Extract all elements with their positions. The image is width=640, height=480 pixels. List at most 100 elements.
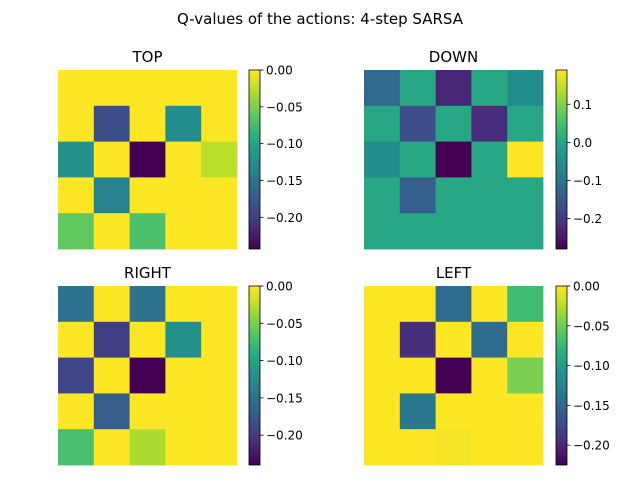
panel-title: TOP: [131, 48, 162, 66]
heatmap-cell: [471, 177, 508, 214]
colorbar-tick-label: 0.00: [573, 280, 600, 294]
heatmap-cell: [435, 357, 472, 394]
heatmap-cell: [399, 321, 436, 358]
heatmap-cell: [399, 286, 436, 323]
heatmap-cell: [93, 321, 130, 358]
colorbar-tick-label: −0.20: [266, 211, 303, 225]
heatmap-cell: [58, 141, 95, 178]
colorbar-tick-label: −0.05: [266, 100, 303, 114]
heatmap-cell: [435, 429, 472, 466]
heatmap-cell: [165, 177, 202, 214]
heatmap-cell: [471, 357, 508, 394]
heatmap-cell: [93, 286, 130, 323]
heatmap-cell: [507, 177, 544, 214]
heatmap-cell: [435, 286, 472, 323]
heatmap-cell: [507, 286, 544, 323]
heatmap-cell: [471, 321, 508, 358]
heatmap-cell: [435, 393, 472, 430]
heatmap-cell: [435, 213, 472, 250]
heatmap-cell: [58, 177, 95, 214]
heatmap-cell: [507, 213, 544, 250]
heatmap-cell: [93, 213, 130, 250]
heatmap-cell: [507, 105, 544, 142]
heatmap-cell: [129, 105, 166, 142]
heatmap-cell: [165, 321, 202, 358]
colorbar-tick-label: −0.15: [573, 399, 610, 413]
heatmap-cell: [399, 70, 436, 107]
colorbar-tick-label: 0.1: [573, 98, 592, 112]
heatmap-cell: [201, 393, 238, 430]
heatmap-cell: [129, 357, 166, 394]
heatmap-cell: [129, 141, 166, 178]
heatmap-cell: [471, 429, 508, 466]
heatmap-cell: [364, 105, 401, 142]
heatmap-cell: [507, 321, 544, 358]
colorbar-tick-label: 0.0: [573, 136, 592, 150]
heatmap-cell: [399, 213, 436, 250]
heatmap-cell: [201, 321, 238, 358]
heatmap-cell: [165, 286, 202, 323]
heatmap-cell: [201, 357, 238, 394]
heatmap-cell: [471, 105, 508, 142]
colorbar-tick-label: −0.05: [266, 317, 303, 331]
heatmap-cell: [165, 105, 202, 142]
heatmap-cell: [58, 321, 95, 358]
colorbar-tick-label: 0.00: [266, 280, 293, 294]
heatmap-cell: [399, 357, 436, 394]
heatmap-panels: TOP 0.00 −0.05 −0.10 −0.15 −0.20 DOWN 0.1 0.0 −0.…: [58, 48, 610, 466]
colorbar: [555, 285, 568, 466]
heatmap-cell: [471, 70, 508, 107]
heatmap-cell: [129, 321, 166, 358]
heatmap-cell: [507, 393, 544, 430]
colorbar-tick-label: −0.2: [573, 212, 602, 226]
heatmap-cell: [165, 70, 202, 107]
colorbar-tick-label: −0.20: [266, 429, 303, 443]
heatmap-cell: [58, 70, 95, 107]
heatmap-cell: [165, 429, 202, 466]
heatmap-cell: [364, 321, 401, 358]
heatmap-cell: [93, 177, 130, 214]
heatmap-cell: [364, 286, 401, 323]
heatmap-cell: [364, 177, 401, 214]
heatmap-cell: [201, 213, 238, 250]
panel-title: LEFT: [436, 264, 472, 282]
heatmap-cell: [93, 141, 130, 178]
heatmap-cell: [507, 70, 544, 107]
heatmap-cell: [93, 393, 130, 430]
heatmap-cell: [507, 357, 544, 394]
colorbar-tick-label: −0.15: [266, 391, 303, 405]
panel-left: LEFT 0.00 −0.05 −0.10 −0.15 −0.20: [364, 264, 610, 466]
colorbar-tick-label: −0.10: [266, 354, 303, 368]
heatmap-cell: [165, 141, 202, 178]
heatmap-cell: [58, 357, 95, 394]
heatmap-cell: [129, 213, 166, 250]
heatmap-cell: [201, 105, 238, 142]
heatmap-cell: [399, 177, 436, 214]
heatmap-cell: [399, 429, 436, 466]
heatmap-cell: [471, 213, 508, 250]
heatmap-cell: [93, 105, 130, 142]
heatmap-cell: [58, 393, 95, 430]
heatmap-cell: [201, 286, 238, 323]
heatmap-cell: [399, 141, 436, 178]
heatmap-cell: [93, 70, 130, 107]
heatmap-cell: [399, 105, 436, 142]
heatmap-cell: [435, 321, 472, 358]
panel-title: DOWN: [429, 48, 478, 66]
heatmap-cell: [364, 70, 401, 107]
colorbar: [248, 285, 261, 466]
panel-down: DOWN 0.1 0.0 −0.1 −0.2: [364, 48, 602, 250]
heatmap-cell: [201, 70, 238, 107]
heatmap-cell: [471, 141, 508, 178]
heatmap-cell: [58, 286, 95, 323]
heatmap-cell: [93, 429, 130, 466]
heatmap-cell: [471, 286, 508, 323]
heatmap-cell: [129, 177, 166, 214]
heatmap-cell: [201, 177, 238, 214]
heatmap-cell: [435, 70, 472, 107]
heatmap-cell: [364, 141, 401, 178]
heatmap-cell: [58, 213, 95, 250]
heatmap-cell: [507, 141, 544, 178]
heatmap-cell: [435, 105, 472, 142]
